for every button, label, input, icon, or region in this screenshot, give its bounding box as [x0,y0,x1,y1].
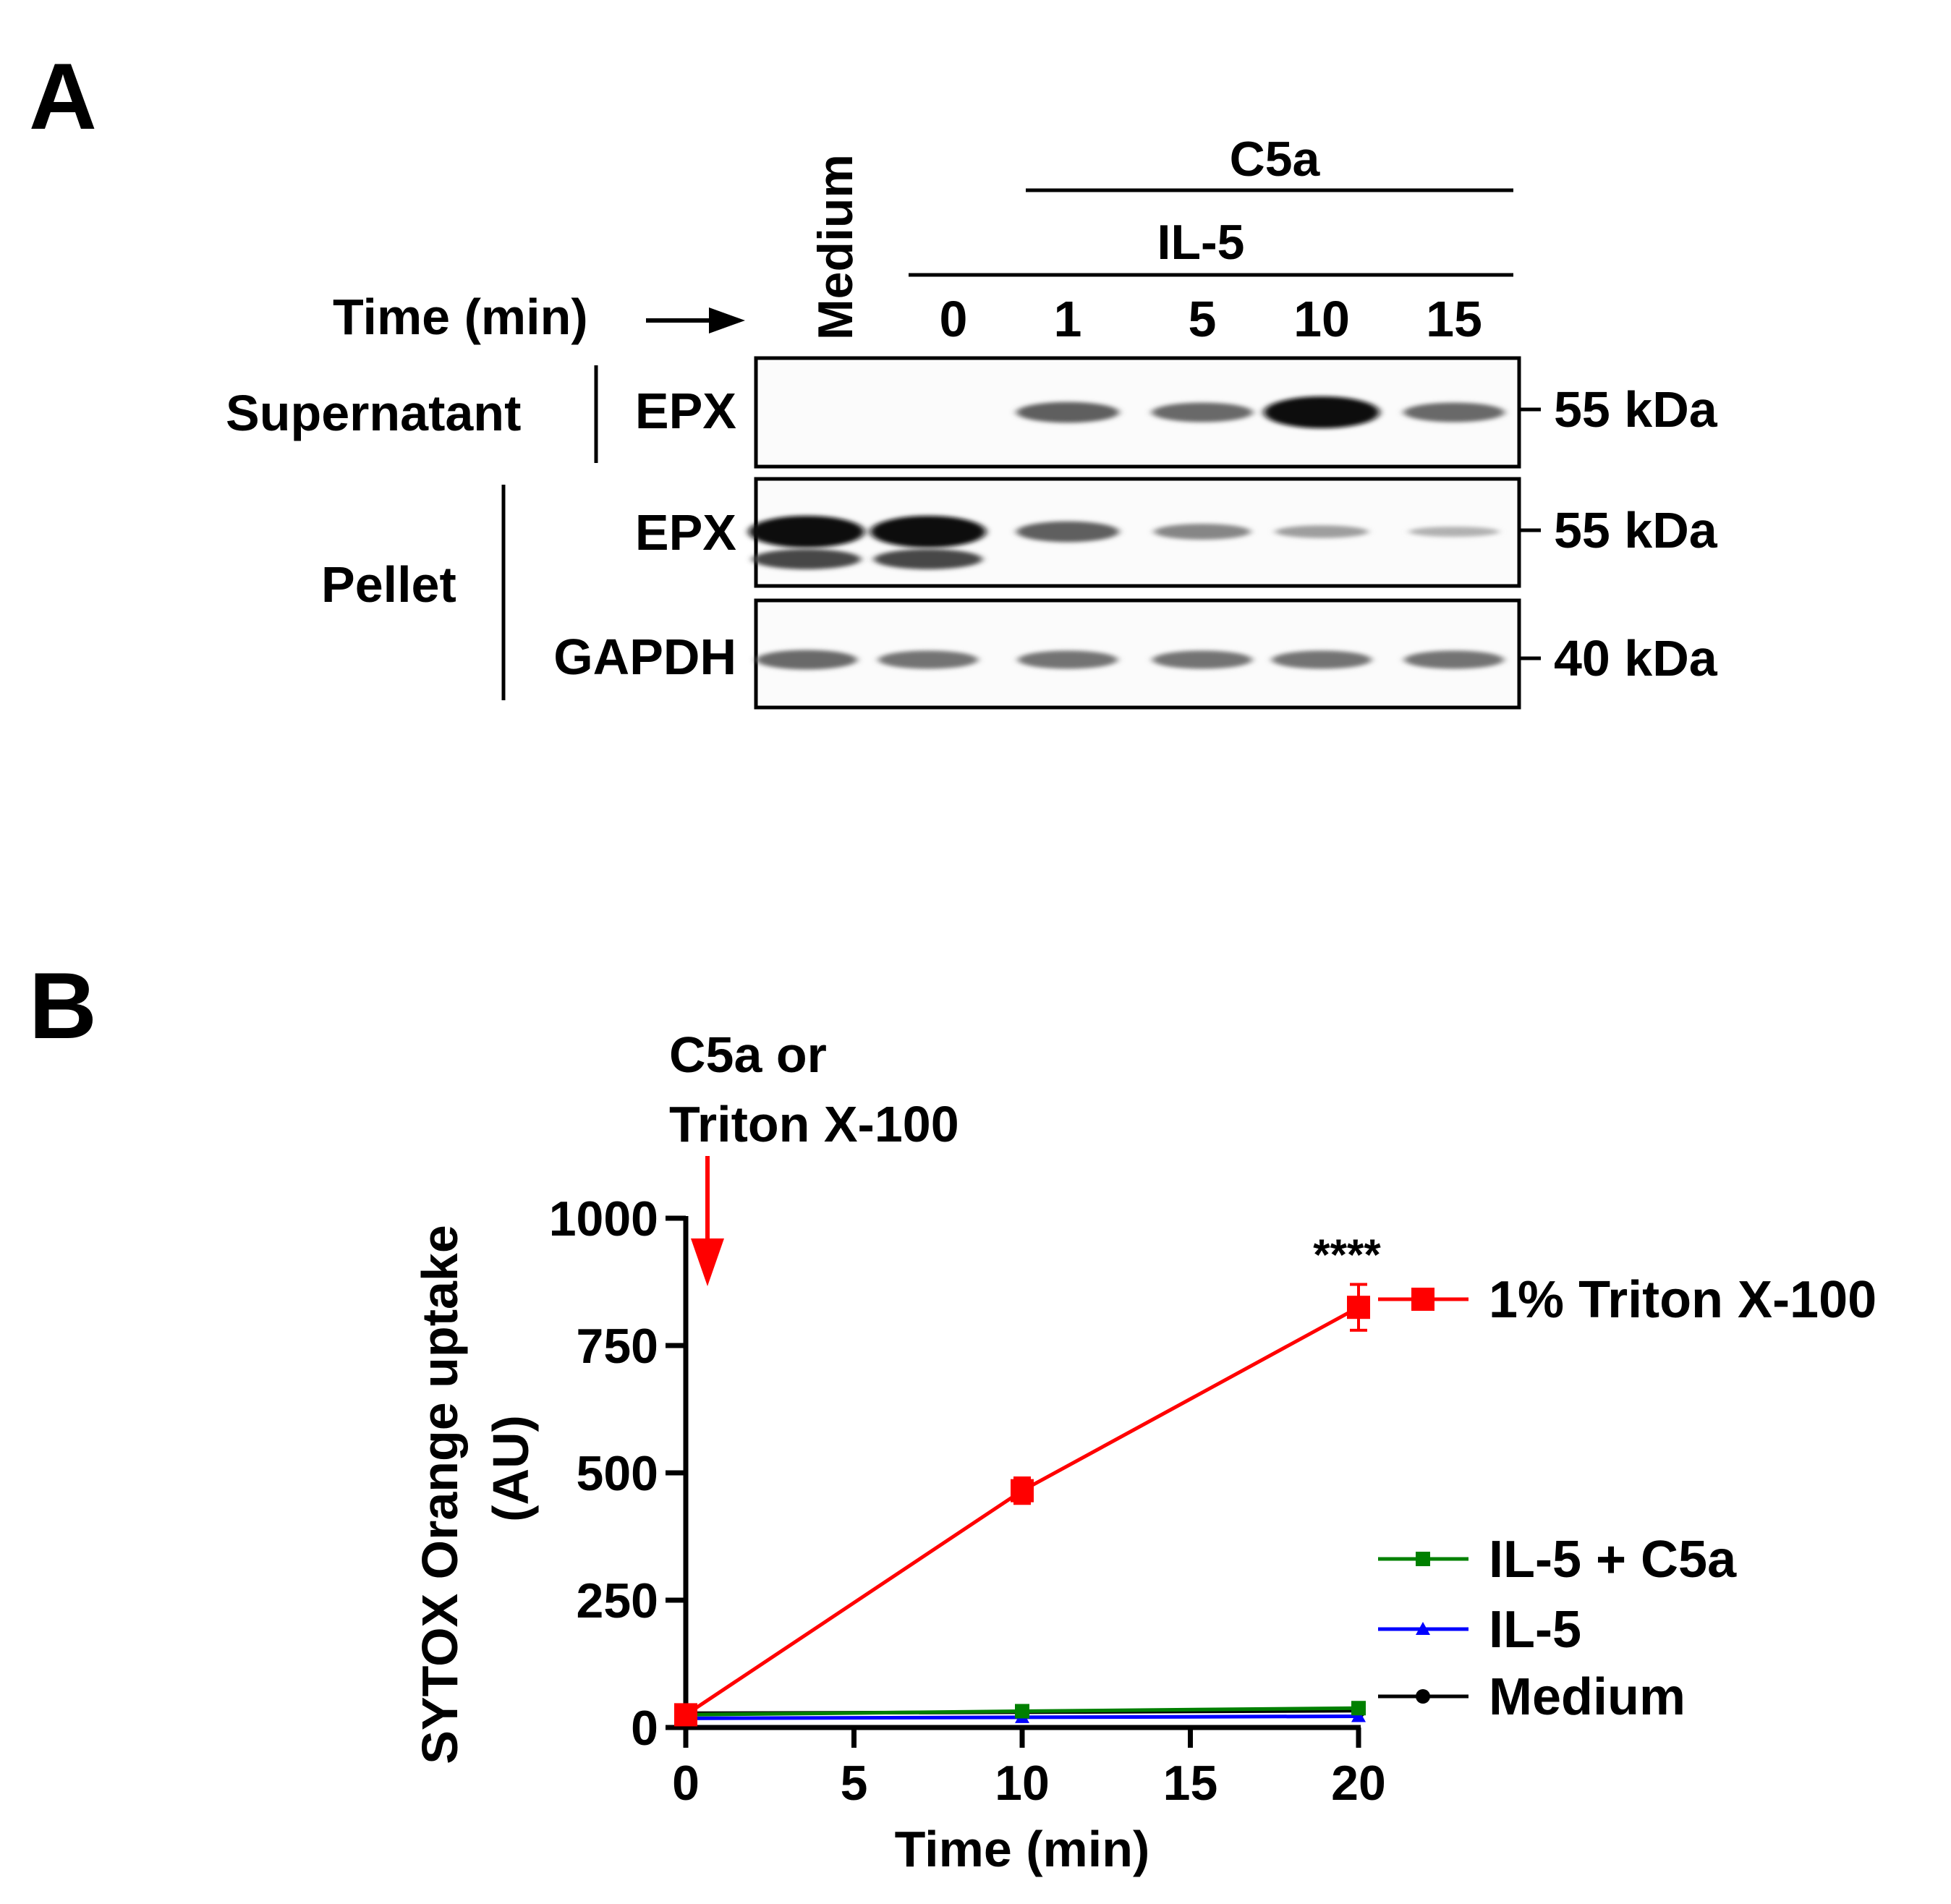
legend-label-il-5-c5a: IL-5 + C5a [1489,1531,1737,1589]
medium-lane-label: Medium [808,154,863,340]
band-row2-lane1-lower [752,549,861,569]
annotation-line-2: Triton X-100 [669,1096,959,1152]
band-row1-lane5 [1264,396,1380,428]
y-tick-label: 250 [577,1573,658,1628]
legend-marker-1-triton-x-100 [1411,1288,1434,1311]
data-point-il-5-c5a [1015,1704,1029,1719]
chart-axes: 0 250 500 750 1000 0 5 10 15 20 [549,1191,1386,1811]
band-row3-lane2 [878,650,978,669]
blot-1-label: EPX [635,383,736,439]
blot-bands [749,396,1505,670]
x-tick-label: 0 [672,1756,700,1811]
legend-label-medium: Medium [1489,1668,1686,1726]
legend-marker-il-5 [1416,1622,1430,1635]
pellet-label: Pellet [321,556,456,613]
time-point-5: 5 [1189,291,1217,347]
chart-series [674,1283,1370,1727]
blot-1-marker: 55 kDa [1554,381,1718,438]
band-row3-lane1 [756,650,857,670]
band-row1-lane3 [1016,401,1119,423]
time-point-10: 10 [1293,291,1350,347]
blot-2-label: EPX [635,504,736,561]
legend-label-1-triton-x-100: 1% Triton X-100 [1489,1271,1876,1329]
y-axis-unit: (AU) [483,1415,539,1522]
data-point-1-triton-x-100 [1011,1479,1034,1503]
annotation-line-1: C5a or [669,1027,827,1083]
band-row1-lane6 [1403,402,1505,422]
legend-marker-il-5-c5a [1416,1552,1430,1566]
c5a-header: C5a [1230,132,1321,187]
chart-legend: 1% Triton X-100 IL-5 + C5a IL-5 Medium [1378,1271,1876,1726]
y-tick-label: 500 [577,1446,658,1501]
blot-2-marker: 55 kDa [1554,502,1718,558]
band-row2-lane2-lower [874,549,982,569]
band-row3-lane5 [1272,650,1372,669]
x-axis-label: Time (min) [895,1821,1150,1877]
band-row3-lane4 [1152,650,1252,669]
time-point-15: 15 [1426,291,1482,347]
supernatant-label: Supernatant [226,385,521,441]
legend-marker-medium [1416,1689,1430,1704]
data-point-il-5 [1351,1709,1366,1722]
x-tick-label: 15 [1163,1756,1218,1811]
band-row2-lane3 [1016,521,1119,543]
treatment-arrow-icon [691,1238,724,1286]
band-row1-lane4 [1152,402,1253,422]
blot-3-marker: 40 kDa [1554,630,1718,687]
band-row2-lane4 [1154,524,1251,540]
band-row2-lane6 [1408,526,1500,537]
blot-1-frame [754,356,1521,469]
x-tick-label: 10 [995,1756,1050,1811]
data-point-il-5-c5a [1351,1701,1366,1716]
time-point-0: 0 [940,291,968,347]
band-row3-lane3 [1018,650,1118,669]
band-row2-lane2 [870,516,986,548]
time-arrow-icon [709,307,745,333]
blot-3-frame [754,598,1521,710]
x-tick-label: 20 [1331,1756,1386,1811]
y-tick-label: 0 [631,1701,658,1756]
il5-header: IL-5 [1157,215,1245,270]
band-row3-lane6 [1404,650,1504,669]
significance-label: **** [1313,1231,1381,1279]
time-label: Time (min) [333,289,588,345]
series-line-1-triton-x-100 [684,1306,1360,1717]
panel-a-letter: A [29,43,97,149]
y-tick-label: 1000 [549,1191,658,1246]
x-tick-label: 5 [841,1756,868,1811]
panel-b-letter: B [29,953,97,1058]
data-point-1-triton-x-100 [674,1703,697,1727]
y-tick-label: 750 [577,1319,658,1374]
band-row2-lane5 [1275,525,1369,538]
data-point-1-triton-x-100 [1347,1296,1370,1319]
blot-3-label: GAPDH [553,629,736,685]
y-axis-label: SYTOX Orange uptake [412,1225,468,1764]
band-row2-lane1 [749,516,864,548]
time-point-1: 1 [1054,291,1082,347]
legend-label-il-5: IL-5 [1489,1601,1581,1659]
